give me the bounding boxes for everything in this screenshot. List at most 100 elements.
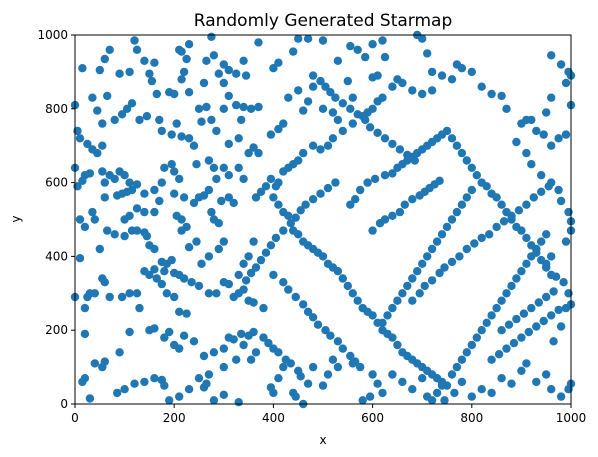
data-point: [197, 260, 205, 268]
data-point: [177, 75, 185, 83]
data-point: [339, 99, 347, 107]
data-point: [401, 201, 409, 209]
data-point: [292, 392, 300, 400]
data-point: [334, 337, 342, 345]
data-point: [232, 101, 240, 109]
data-point: [125, 289, 133, 297]
data-point: [254, 38, 262, 46]
data-point: [111, 116, 119, 124]
data-point: [299, 106, 307, 114]
data-point: [86, 394, 94, 402]
data-point: [150, 324, 158, 332]
data-point: [115, 348, 123, 356]
data-point: [361, 116, 369, 124]
data-point: [510, 339, 518, 347]
data-point: [210, 396, 218, 404]
data-point: [500, 217, 508, 225]
data-point: [140, 378, 148, 386]
data-point: [542, 108, 550, 116]
data-point: [388, 83, 396, 91]
data-point: [448, 75, 456, 83]
data-point: [106, 46, 114, 54]
data-point: [433, 237, 441, 245]
data-point: [453, 208, 461, 216]
data-point: [140, 57, 148, 65]
data-point: [487, 311, 495, 319]
data-point: [334, 116, 342, 124]
data-point: [249, 298, 257, 306]
data-point: [487, 356, 495, 364]
data-point: [195, 374, 203, 382]
data-point: [492, 304, 500, 312]
data-point: [418, 374, 426, 382]
data-point: [324, 142, 332, 150]
data-point: [297, 206, 305, 214]
data-point: [294, 86, 302, 94]
data-point: [368, 40, 376, 48]
data-point: [463, 245, 471, 253]
data-point: [463, 156, 471, 164]
x-tick-label: 1000: [556, 411, 587, 425]
data-point: [346, 42, 354, 50]
data-point: [540, 130, 548, 138]
data-point: [396, 145, 404, 153]
data-point: [547, 385, 555, 393]
data-point: [118, 293, 126, 301]
data-point: [433, 389, 441, 397]
data-point: [517, 367, 525, 375]
data-point: [254, 103, 262, 111]
data-point: [215, 219, 223, 227]
data-point: [247, 105, 255, 113]
data-point: [512, 138, 520, 146]
data-point: [133, 46, 141, 54]
data-point: [547, 51, 555, 59]
data-point: [88, 94, 96, 102]
data-point: [562, 79, 570, 87]
data-point: [532, 127, 540, 135]
data-point: [215, 70, 223, 78]
data-point: [497, 326, 505, 334]
data-point: [440, 263, 448, 271]
data-point: [537, 237, 545, 245]
data-point: [304, 35, 312, 43]
data-point: [133, 289, 141, 297]
data-point: [453, 60, 461, 68]
data-point: [269, 193, 277, 201]
data-point: [267, 175, 275, 183]
data-point: [470, 239, 478, 247]
data-point: [557, 322, 565, 330]
data-point: [239, 260, 247, 268]
data-point: [235, 398, 243, 406]
data-point: [98, 167, 106, 175]
data-point: [421, 282, 429, 290]
data-point: [545, 182, 553, 190]
y-tick-label: 200: [45, 323, 68, 337]
data-point: [540, 317, 548, 325]
data-point: [150, 265, 158, 273]
data-point: [202, 103, 210, 111]
data-point: [344, 77, 352, 85]
data-point: [180, 332, 188, 340]
data-point: [113, 389, 121, 397]
data-point: [557, 392, 565, 400]
data-point: [517, 226, 525, 234]
data-point: [182, 309, 190, 317]
data-point: [185, 88, 193, 96]
data-point: [284, 285, 292, 293]
data-point: [557, 197, 565, 205]
data-point: [170, 293, 178, 301]
data-point: [416, 289, 424, 297]
data-point: [81, 304, 89, 312]
data-point: [440, 396, 448, 404]
data-point: [177, 215, 185, 223]
data-point: [450, 389, 458, 397]
data-point: [413, 267, 421, 275]
data-point: [81, 330, 89, 338]
data-point: [163, 289, 171, 297]
data-point: [120, 232, 128, 240]
data-point: [135, 304, 143, 312]
data-point: [507, 380, 515, 388]
data-point: [192, 237, 200, 245]
data-point: [428, 396, 436, 404]
data-point: [408, 86, 416, 94]
